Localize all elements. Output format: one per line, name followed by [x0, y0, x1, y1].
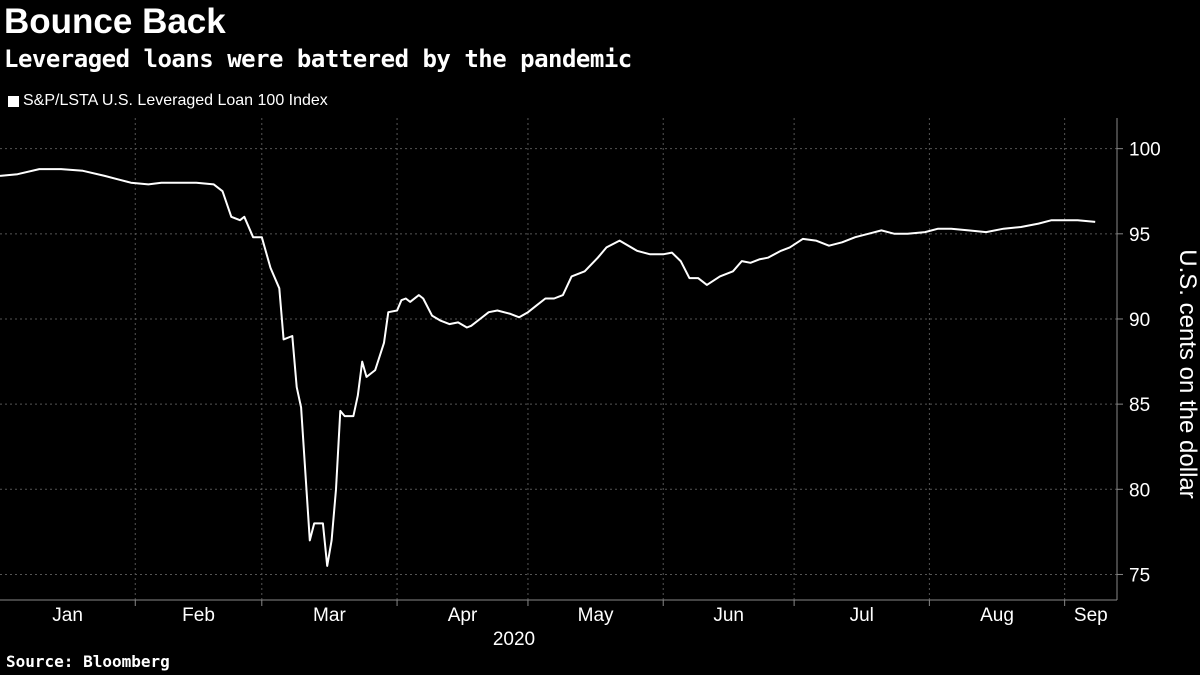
- y-tick-label: 90: [1129, 310, 1150, 331]
- x-tick-label: Apr: [448, 605, 478, 626]
- y-tick-label: 100: [1129, 140, 1161, 161]
- y-tick-label: 80: [1129, 480, 1150, 501]
- x-tick-label: Mar: [313, 605, 346, 626]
- gridlines: [0, 118, 1117, 600]
- legend-swatch: [8, 95, 19, 107]
- x-axis-ticks: Jan Feb Mar Apr May Jun Jul Aug Sep: [52, 605, 1107, 626]
- series-line: [0, 168, 1096, 567]
- x-tick-label: May: [578, 605, 614, 626]
- series-group: [0, 168, 1096, 567]
- x-axis-year-label: 2020: [493, 629, 535, 650]
- axes: [0, 118, 1123, 606]
- legend-label: S&P/LSTA U.S. Leveraged Loan 100 Index: [23, 92, 328, 109]
- y-tick-label: 95: [1129, 225, 1150, 246]
- x-tick-label: Jan: [52, 605, 83, 626]
- x-tick-label: Jul: [850, 605, 874, 626]
- y-axis-ticks: 75 80 85 90 95 100: [1129, 140, 1161, 587]
- y-tick-label: 85: [1129, 395, 1150, 416]
- chart-title: Bounce Back: [4, 2, 226, 41]
- y-tick-label: 75: [1129, 565, 1150, 586]
- legend: S&P/LSTA U.S. Leveraged Loan 100 Index: [8, 90, 328, 112]
- chart-subtitle: Leveraged loans were battered by the pan…: [4, 45, 632, 73]
- x-tick-label: Aug: [980, 605, 1014, 626]
- source-note: Source: Bloomberg: [6, 652, 170, 671]
- y-axis-label: U.S. cents on the dollar: [1174, 249, 1200, 498]
- x-tick-label: Sep: [1074, 605, 1108, 626]
- x-tick-label: Jun: [713, 605, 744, 626]
- x-tick-label: Feb: [182, 605, 215, 626]
